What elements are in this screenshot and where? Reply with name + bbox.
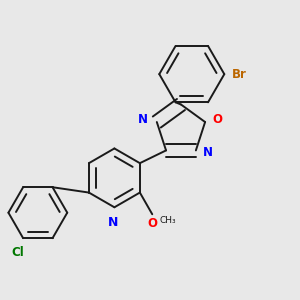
Text: CH₃: CH₃ [160,216,177,225]
Text: O: O [148,217,158,230]
Text: N: N [108,216,118,229]
Text: N: N [138,113,148,126]
Text: O: O [212,113,222,126]
Text: N: N [203,146,213,159]
Text: Br: Br [232,68,247,81]
Text: Cl: Cl [11,246,24,259]
